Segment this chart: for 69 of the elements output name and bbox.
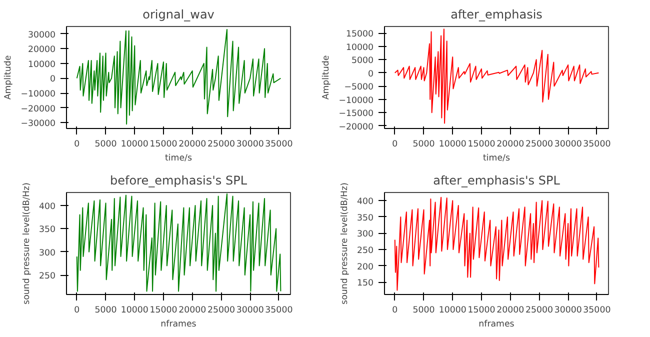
y-tick-label: 300 [38, 248, 56, 258]
y-tick-label: 30000 [28, 30, 56, 40]
x-tick-label: 0 [74, 140, 80, 150]
x-tick-label: 25000 [207, 306, 235, 316]
y-tick-label: 400 [356, 197, 374, 208]
x-axis-title: nframes [478, 320, 515, 330]
y-tick-label: −10000 [338, 96, 374, 106]
x-tick-label: 30000 [236, 306, 264, 316]
x-tick-label: 30000 [236, 140, 264, 150]
y-tick-label: 20000 [28, 45, 56, 56]
y-tick-label: 250 [38, 272, 56, 282]
y-tick-label: 10000 [346, 42, 374, 53]
chart-title: orignal_wav [142, 8, 214, 22]
y-axis-title: Amplitude [4, 55, 14, 100]
y-tick-label: 10000 [28, 60, 56, 70]
x-tick-label: 30000 [554, 140, 582, 150]
y-tick-label: −20000 [338, 122, 374, 132]
x-axis-title: time/s [483, 154, 510, 164]
x-tick-label: 20000 [178, 140, 206, 150]
y-axis-title: sound pressure level(dB/Hz) [340, 182, 350, 304]
x-tick-label: 15000 [468, 306, 496, 316]
x-tick-label: 25000 [525, 306, 553, 316]
chart-title: after_emphasis's SPL [433, 174, 560, 188]
x-tick-label: 5000 [94, 140, 117, 150]
x-tick-label: 15000 [150, 140, 178, 150]
x-tick-label: 25000 [525, 140, 553, 150]
x-tick-label: 5000 [94, 306, 117, 316]
x-tick-label: 35000 [583, 306, 611, 316]
y-tick-label: 150 [356, 278, 374, 289]
y-tick-label: −30000 [20, 119, 56, 130]
x-tick-label: 20000 [496, 140, 524, 150]
x-axis-title: time/s [165, 154, 192, 164]
y-tick-label: −10000 [20, 90, 56, 100]
x-tick-label: 10000 [438, 140, 466, 150]
y-tick-label: 350 [356, 213, 374, 224]
y-tick-label: 0 [368, 69, 374, 80]
y-axis-title: Amplitude [322, 55, 332, 100]
y-tick-label: 15000 [346, 30, 374, 40]
x-tick-label: 0 [74, 306, 80, 316]
y-tick-label: −20000 [20, 104, 56, 114]
x-tick-label: 0 [392, 140, 398, 150]
x-tick-label: 20000 [496, 306, 524, 316]
x-tick-label: 0 [392, 306, 398, 316]
y-tick-label: 200 [356, 262, 374, 272]
y-tick-label: 5000 [351, 56, 374, 66]
y-tick-label: 300 [356, 230, 374, 240]
y-tick-label: 400 [38, 202, 56, 212]
x-tick-label: 30000 [554, 306, 582, 316]
x-tick-label: 10000 [120, 140, 148, 150]
x-tick-label: 15000 [468, 140, 496, 150]
x-tick-label: 5000 [412, 306, 435, 316]
x-tick-label: 25000 [207, 140, 235, 150]
y-tick-label: 0 [50, 74, 56, 85]
chart-title: after_emphasis [450, 8, 542, 22]
y-tick-label: 350 [38, 225, 56, 236]
y-axis-title: sound pressure level(dB/Hz) [22, 182, 32, 304]
x-tick-label: 5000 [412, 140, 435, 150]
y-tick-label: 250 [356, 246, 374, 256]
y-tick-label: −5000 [344, 82, 374, 93]
x-tick-label: 35000 [265, 306, 293, 316]
x-tick-label: 10000 [120, 306, 148, 316]
x-tick-label: 15000 [150, 306, 178, 316]
x-axis-title: nframes [160, 320, 197, 330]
x-tick-label: 35000 [265, 140, 293, 150]
x-tick-label: 10000 [438, 306, 466, 316]
y-tick-label: −15000 [338, 109, 374, 120]
x-tick-label: 20000 [178, 306, 206, 316]
x-tick-label: 35000 [583, 140, 611, 150]
chart-title: before_emphasis's SPL [110, 174, 248, 188]
